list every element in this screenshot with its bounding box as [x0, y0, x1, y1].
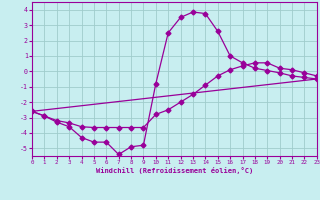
X-axis label: Windchill (Refroidissement éolien,°C): Windchill (Refroidissement éolien,°C) — [96, 167, 253, 174]
